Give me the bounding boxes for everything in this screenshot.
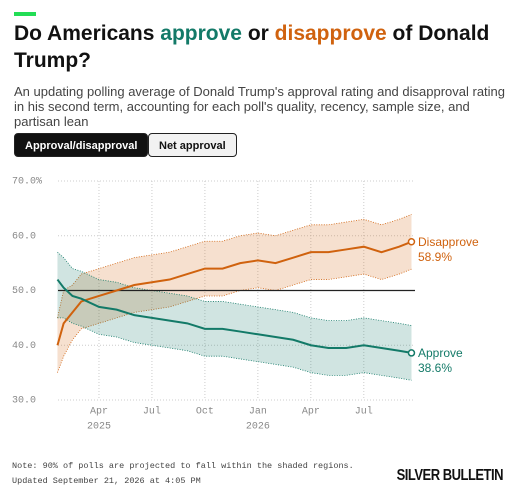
chart: 70.0% 60.0 50.0 40.0 30.0 Apr Jul Oct Jan Apr Jul 2… [12, 177, 479, 433]
line [56, 240, 412, 346]
y-tick-label: 30.0 [12, 396, 36, 407]
band-edge [57, 214, 412, 318]
x-tick-label: Jul [143, 406, 161, 418]
band-edge [57, 317, 412, 381]
x-year-label: 2025 [87, 422, 111, 433]
subtitle: An updating polling average of Donald Tr… [14, 84, 506, 129]
title: Do Americans approve or disapprove of Do… [14, 20, 494, 74]
series-label: Approve [418, 346, 463, 360]
updated: Updated September 21, 2026 at 4:05 PM [12, 476, 201, 486]
y-tick-label: 50.0 [12, 286, 36, 297]
end-marker [407, 238, 416, 246]
end-marker [407, 349, 416, 357]
x-year-label: 2026 [246, 422, 270, 433]
x-tick-label: Jul [355, 406, 373, 418]
series-label: Disapprove [418, 235, 479, 249]
logo: SILVER BULLETIN [396, 465, 504, 484]
value-label: 38.6% [418, 361, 452, 375]
x-tick-label: Jan [249, 407, 267, 418]
toggle-button[interactable]: Net approval [148, 133, 237, 157]
x-tick-label: Apr [302, 407, 320, 418]
x-tick-label: Apr [90, 407, 108, 418]
band [57, 214, 412, 373]
toggle-button[interactable]: Approval/disapproval [14, 133, 149, 157]
title-part: or [241, 22, 275, 45]
y-tick-label: 60.0 [12, 231, 36, 242]
accent-bar [14, 12, 36, 16]
band-edge [57, 268, 412, 373]
line [56, 278, 412, 354]
note: Note: 90% of polls are projected to fall… [12, 461, 354, 471]
title-part: Do Americans [14, 22, 161, 45]
title-part: approve [160, 22, 242, 45]
title-part: of Donald Trump? [14, 22, 490, 72]
y-tick-label: 70.0% [12, 177, 42, 188]
y-tick-label: 40.0 [12, 341, 36, 352]
x-tick-label: Oct [196, 407, 214, 418]
band [57, 252, 412, 381]
value-label: 58.9% [418, 250, 452, 264]
title-part: disapprove [274, 22, 387, 45]
